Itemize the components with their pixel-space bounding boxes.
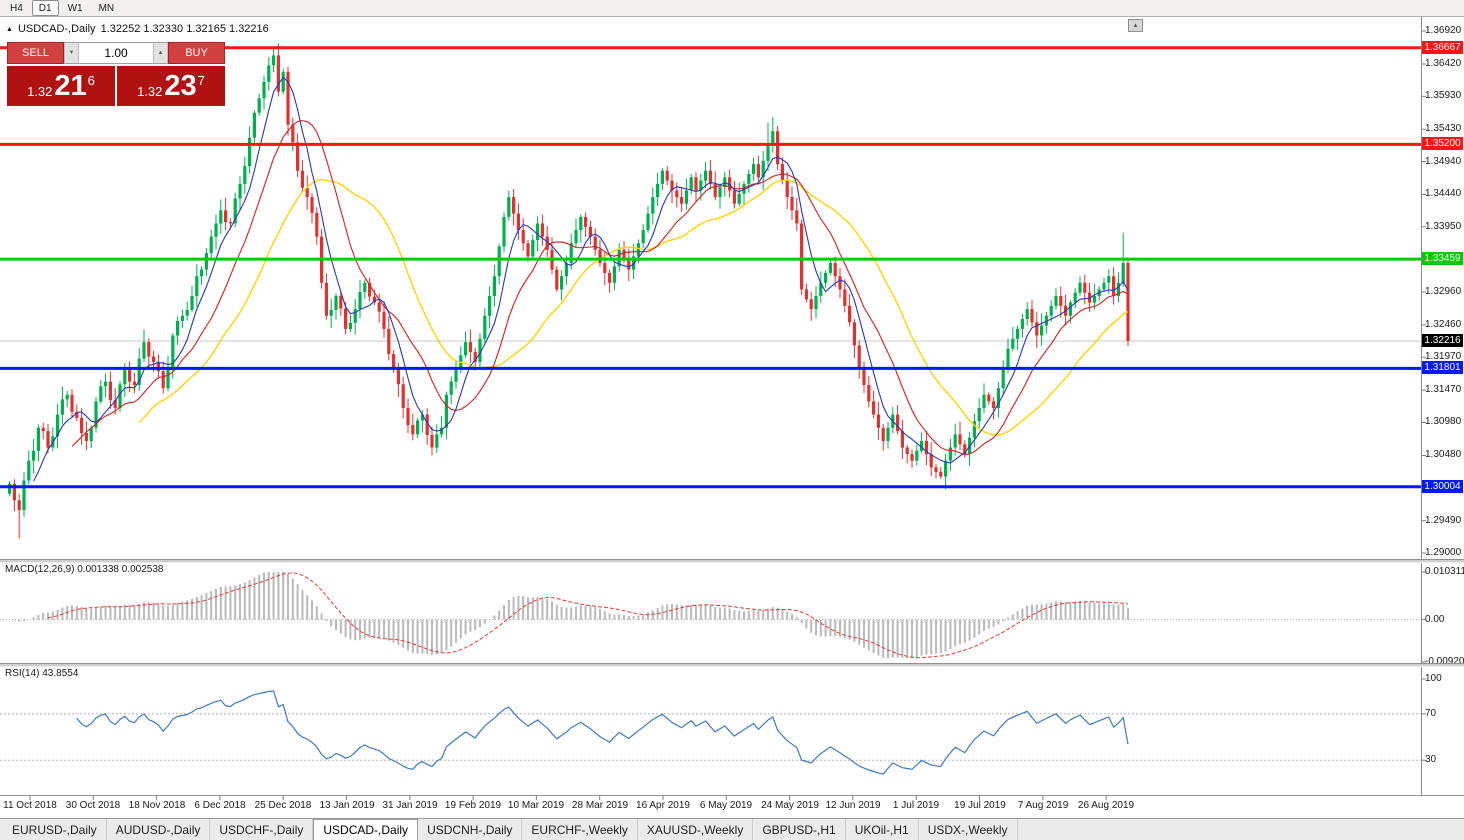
price-line-tag: 1.31801	[1422, 361, 1463, 374]
price-axis-label: 1.30480	[1425, 449, 1462, 460]
date-label: 19 Jul 2019	[954, 800, 1006, 811]
date-label: 19 Feb 2019	[444, 800, 502, 811]
panel-divider-macd[interactable]	[0, 559, 1464, 563]
buy-price-display[interactable]: 1.32 23 7	[117, 66, 225, 106]
sell-price-display[interactable]: 1.32 21 6	[7, 66, 115, 106]
price-line-tag: 1.36667	[1422, 41, 1463, 54]
date-label: 6 Dec 2018	[194, 800, 246, 811]
buy-button[interactable]: BUY	[168, 42, 225, 64]
timeframe-toolbar: H4 D1 W1 MN	[0, 0, 1464, 17]
chart-tab-audusd[interactable]: AUDUSD-,Daily	[107, 819, 211, 840]
volume-input[interactable]: 1.00	[104, 46, 128, 60]
axis-separator-line	[1421, 17, 1422, 796]
chart-tab-usdx[interactable]: USDX-,Weekly	[919, 819, 1018, 840]
current-price-tag: 1.32216	[1422, 334, 1463, 347]
chart-tab-xauusd[interactable]: XAUUSD-,Weekly	[638, 819, 754, 840]
timeframe-button-d1[interactable]: D1	[31, 0, 59, 16]
chart-tab-eurchf[interactable]: EURCHF-,Weekly	[522, 819, 638, 840]
chart-tab-bar: EURUSD-,Daily AUDUSD-,Daily USDCHF-,Daily U…	[0, 818, 1464, 840]
buy-price-sup: 7	[197, 72, 205, 88]
volume-decrease-button[interactable]: ▼	[64, 43, 79, 63]
sell-price-big: 21	[54, 69, 87, 102]
rsi-label: RSI(14) 43.8554	[5, 668, 79, 679]
rsi-axis[interactable]	[1421, 667, 1464, 795]
chart-tab-eurusd[interactable]: EURUSD-,Daily	[3, 819, 107, 840]
rsi-axis-label: 30	[1425, 754, 1437, 765]
date-label: 28 Mar 2019	[571, 800, 629, 811]
price-axis-label: 1.36420	[1425, 58, 1462, 69]
date-label: 30 Oct 2018	[65, 800, 121, 811]
timeframe-button-w1[interactable]: W1	[67, 2, 83, 14]
macd-axis-label: -0.009203	[1425, 656, 1464, 667]
price-line-tag: 1.35200	[1422, 137, 1463, 150]
price-axis-label: 1.32460	[1425, 319, 1462, 330]
date-label: 12 Jun 2019	[825, 800, 881, 811]
date-label: 18 Nov 2018	[128, 800, 186, 811]
sell-button[interactable]: SELL	[7, 42, 64, 64]
price-axis-label: 1.32960	[1425, 286, 1462, 297]
price-axis-label: 1.30980	[1425, 416, 1462, 427]
price-axis-label: 1.35430	[1425, 123, 1462, 134]
date-label: 10 Mar 2019	[507, 800, 565, 811]
macd-label: MACD(12,26,9) 0.001338 0.002538	[5, 564, 164, 575]
one-click-trading-panel: SELL ▼ 1.00 ▲ BUY 1.32 21 6 1.32 23 7	[7, 42, 225, 106]
price-axis-label: 1.36920	[1425, 25, 1462, 36]
price-axis-label: 1.33950	[1425, 221, 1462, 232]
date-label: 1 Jul 2019	[892, 800, 940, 811]
date-label: 11 Oct 2018	[3, 800, 57, 811]
buy-price-big: 23	[164, 69, 197, 102]
date-label: 16 Apr 2019	[636, 800, 690, 811]
chart-ohlc-values: 1.32252 1.32330 1.32165 1.32216	[100, 23, 269, 35]
macd-axis-label: 0.00	[1425, 614, 1445, 625]
price-line-tag: 1.30004	[1422, 480, 1463, 493]
date-label: 13 Jan 2019	[319, 800, 375, 811]
macd-axis-label: 0.010311	[1425, 566, 1464, 577]
timeframe-button-h4[interactable]: H4	[10, 2, 23, 14]
chart-symbol-label: USDCAD-,Daily	[17, 23, 96, 35]
volume-increase-button[interactable]: ▲	[153, 43, 168, 63]
date-label: 31 Jan 2019	[382, 800, 438, 811]
date-label: 24 May 2019	[761, 800, 819, 811]
panel-divider-dates	[0, 795, 1464, 796]
chart-title: ▲ USDCAD-,Daily 1.32252 1.32330 1.32165 …	[6, 23, 269, 35]
chart-shift-marker[interactable]: ▲	[1128, 19, 1143, 32]
price-line-tag: 1.33459	[1422, 252, 1463, 265]
sell-price-main: 1.32	[27, 83, 53, 99]
price-axis-label: 1.29490	[1425, 515, 1462, 526]
date-label: 7 Aug 2019	[1017, 800, 1069, 811]
price-axis-label: 1.35930	[1425, 90, 1462, 101]
chart-tab-ukoil[interactable]: UKOil-,H1	[846, 819, 919, 840]
price-axis-label: 1.31470	[1425, 384, 1462, 395]
volume-control: ▼ 1.00 ▲	[64, 42, 168, 64]
timeframe-button-mn[interactable]: MN	[98, 2, 115, 14]
sell-price-sup: 6	[87, 72, 95, 88]
price-axis-label: 1.29000	[1425, 547, 1462, 558]
date-label: 26 Aug 2019	[1077, 800, 1135, 811]
date-label: 6 May 2019	[699, 800, 753, 811]
chart-tab-usdcad[interactable]: USDCAD-,Daily	[313, 819, 419, 840]
price-axis-label: 1.34940	[1425, 156, 1462, 167]
price-axis-label: 1.34440	[1425, 188, 1462, 199]
rsi-axis-label: 70	[1425, 708, 1437, 719]
macd-axis[interactable]	[1421, 563, 1464, 663]
chart-tab-usdcnh[interactable]: USDCNH-,Daily	[418, 819, 523, 840]
up-triangle-icon: ▲	[6, 25, 13, 33]
chart-tab-usdchf[interactable]: USDCHF-,Daily	[210, 819, 314, 840]
chart-tab-gbpusd[interactable]: GBPUSD-,H1	[753, 819, 846, 840]
price-axis-label: 1.31970	[1425, 351, 1462, 362]
buy-price-main: 1.32	[137, 83, 163, 99]
rsi-axis-label: 100	[1425, 673, 1442, 684]
date-label: 25 Dec 2018	[254, 800, 312, 811]
panel-divider-rsi[interactable]	[0, 663, 1464, 667]
